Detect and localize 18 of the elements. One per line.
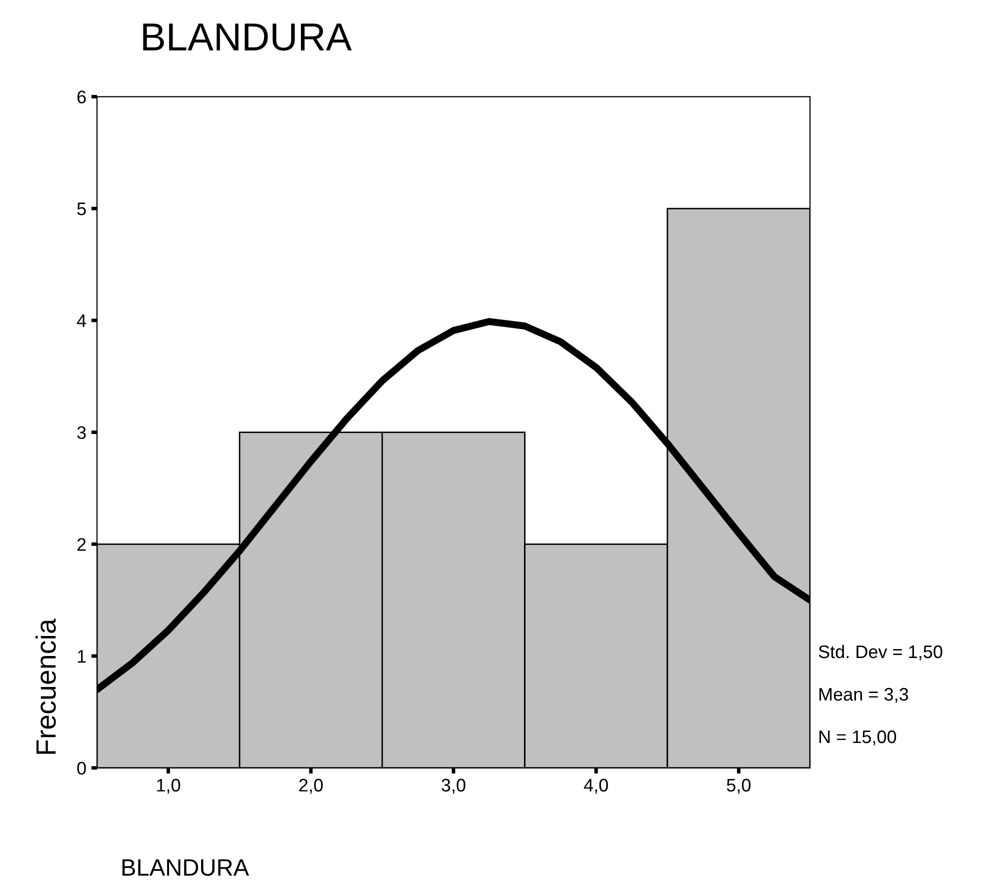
y-tick-label: 2 xyxy=(77,538,86,551)
y-tick-label: 3 xyxy=(77,426,86,440)
x-tick-label: 4,0 xyxy=(584,778,608,794)
text: N = 15,00 xyxy=(819,730,896,746)
y-axis-title: Frecuencia xyxy=(35,618,56,754)
text: Mean = 3,3 xyxy=(819,688,908,703)
y-tick-label: 4 xyxy=(76,314,86,327)
x-axis-title: BLANDURA xyxy=(122,859,250,876)
x-tick-label: 1,0 xyxy=(157,778,180,794)
x-tick-label: 3,0 xyxy=(442,778,466,794)
y-tick-label: 1 xyxy=(78,650,86,663)
y-tick-label: 5 xyxy=(77,202,86,216)
y-tick-label: 0 xyxy=(77,762,86,775)
text: Std. Dev = 1,50 xyxy=(818,644,942,660)
x-tick-label: 2,0 xyxy=(299,778,323,794)
chart-title: BLANDURA xyxy=(143,24,352,51)
y-tick-label: 6 xyxy=(77,90,86,104)
x-tick-label: 5,0 xyxy=(726,778,751,794)
